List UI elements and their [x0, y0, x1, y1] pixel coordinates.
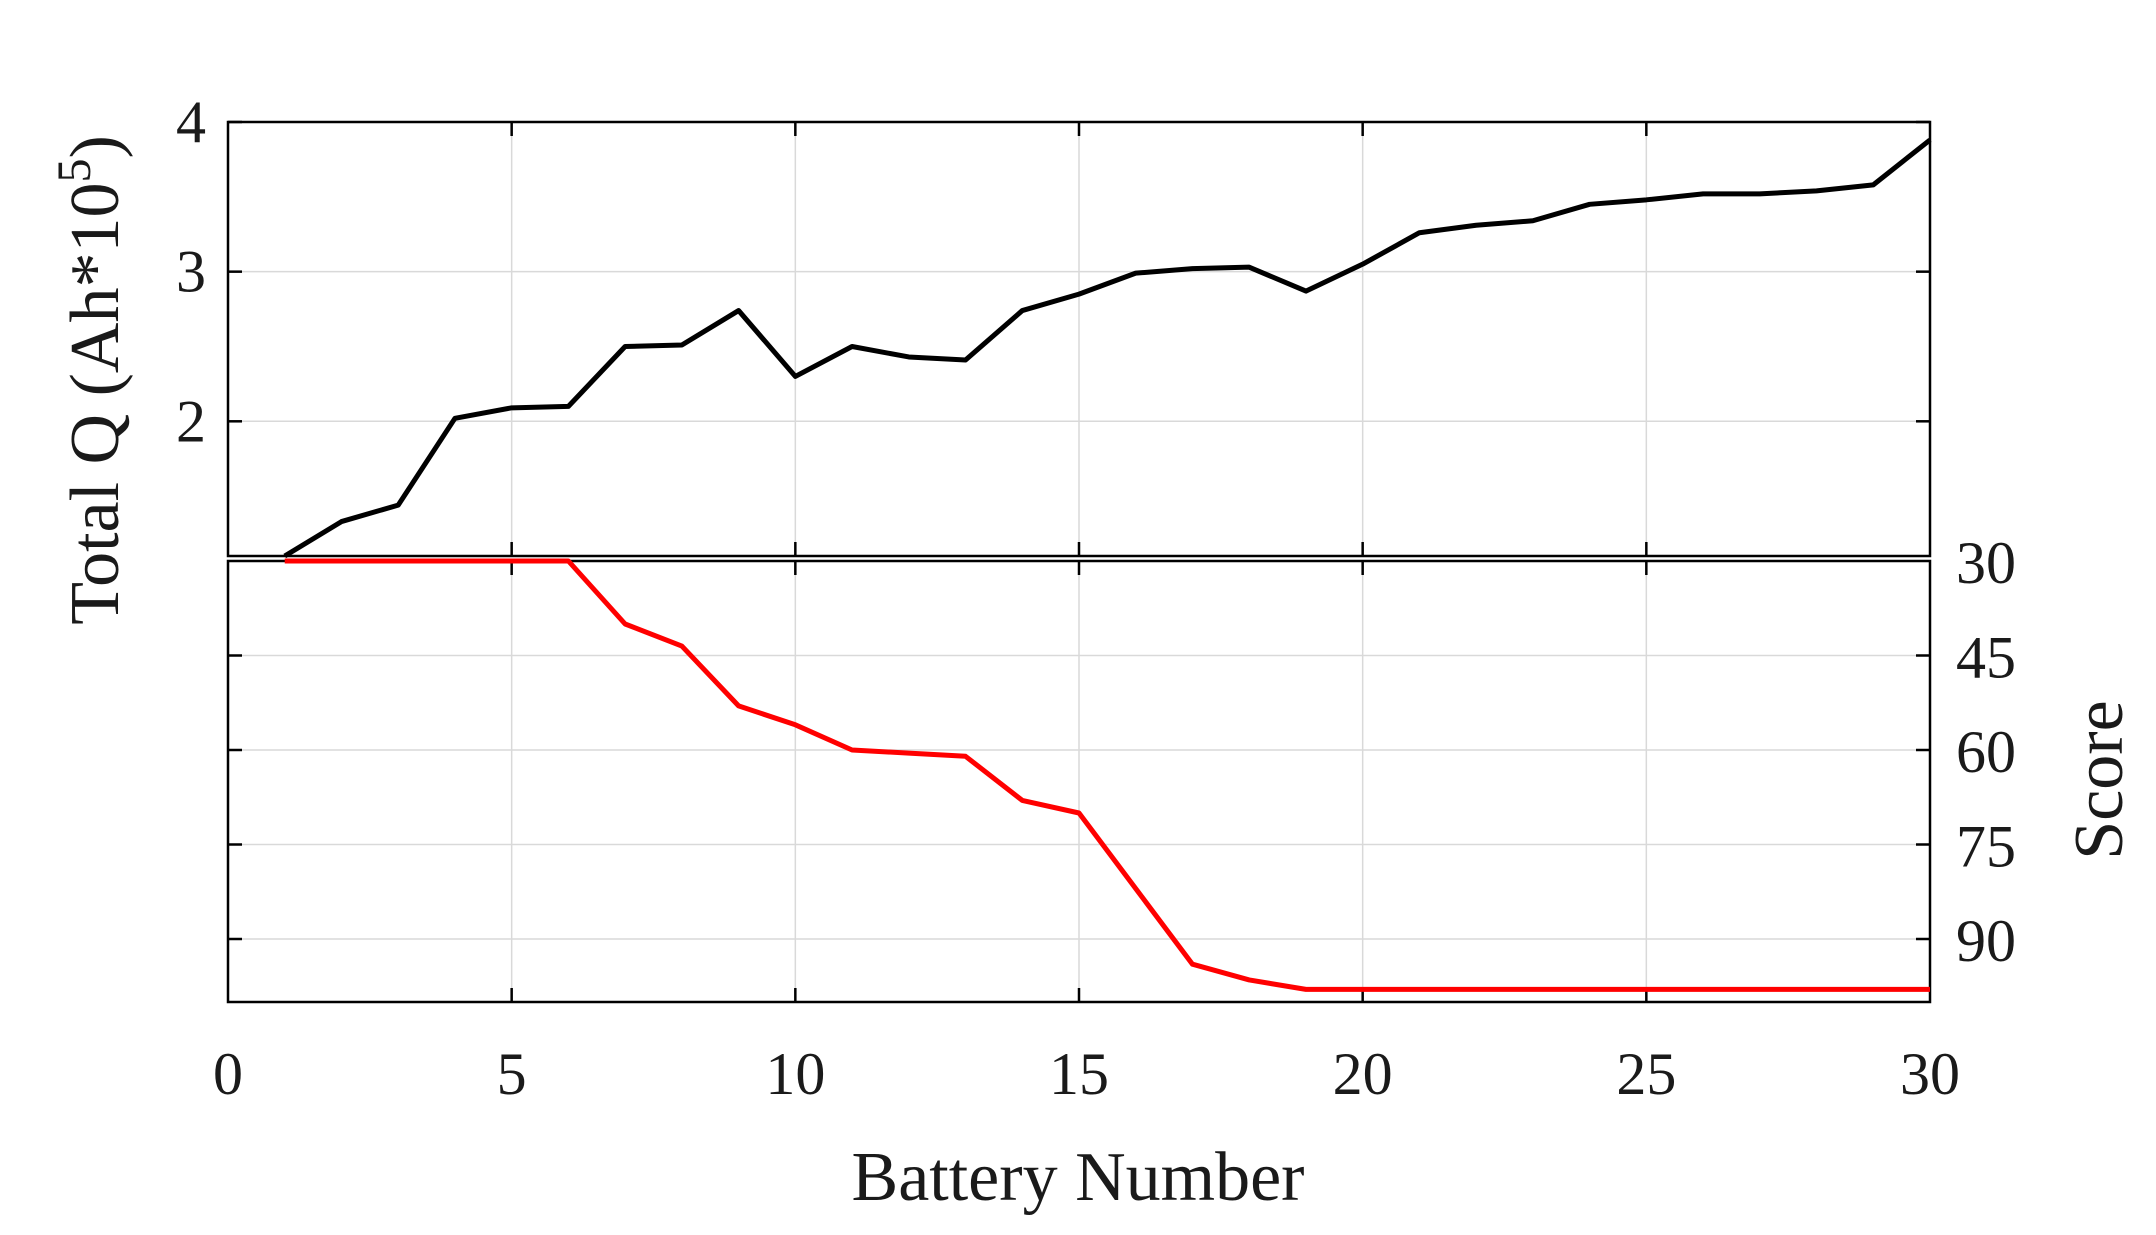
x-tick-label: 0: [213, 1041, 243, 1107]
x-tick-label: 10: [765, 1041, 825, 1107]
score-series-line: [284, 558, 1930, 992]
y-axis-title-total-q: Total Q (Ah*105): [48, 135, 134, 625]
top-panel: 2 3 4: [176, 89, 1932, 559]
top-y-tick-label: 3: [176, 239, 206, 305]
total-q-series-line: [283, 137, 1932, 559]
bottom-panel: 0 5 10 15 20 25 30 30 45 60 75 90: [213, 530, 2016, 1107]
score-tick-label: 60: [1956, 719, 2016, 785]
top-y-tick-label: 2: [176, 388, 206, 454]
x-tick-label: 15: [1049, 1041, 1109, 1107]
x-tick-label: 20: [1333, 1041, 1393, 1107]
score-tick-label: 30: [1956, 530, 2016, 596]
score-tick-label: 75: [1956, 814, 2016, 880]
x-tick-label: 30: [1900, 1041, 1960, 1107]
top-y-tick-label: 4: [176, 89, 206, 155]
y-axis-title-score: Score: [2061, 700, 2138, 859]
x-axis-title: Battery Number: [852, 1139, 1305, 1216]
x-tick-label: 25: [1616, 1041, 1676, 1107]
score-tick-label: 90: [1956, 908, 2016, 974]
score-tick-label: 45: [1956, 625, 2016, 691]
x-tick-label: 5: [497, 1041, 527, 1107]
